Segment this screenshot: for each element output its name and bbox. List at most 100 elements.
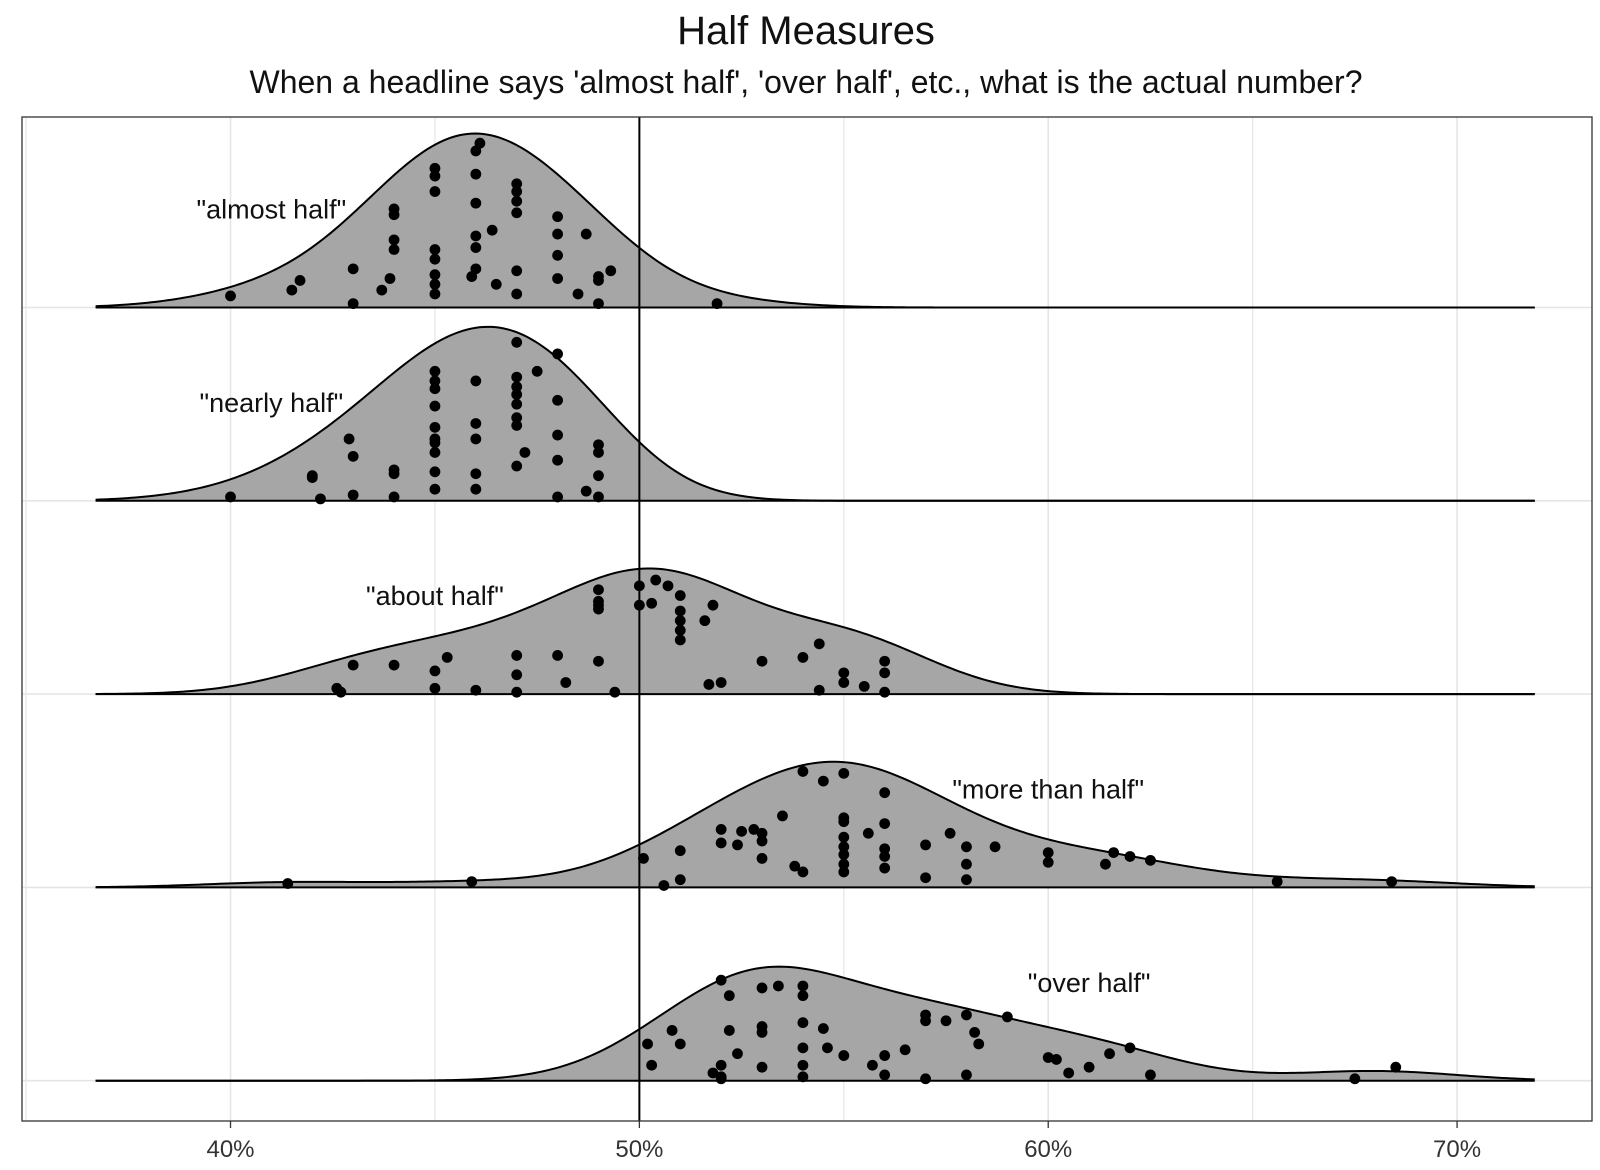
data-point <box>879 787 891 799</box>
data-point <box>944 827 956 839</box>
data-point <box>723 990 735 1002</box>
data-point <box>674 590 686 601</box>
data-point <box>674 845 686 857</box>
data-point <box>879 862 891 874</box>
data-point <box>789 860 801 872</box>
data-point <box>715 1071 727 1083</box>
data-point <box>593 298 604 310</box>
data-point <box>470 483 482 495</box>
data-point <box>756 1021 768 1032</box>
data-point <box>715 677 727 688</box>
data-point <box>715 824 727 835</box>
data-point <box>470 230 482 242</box>
data-point <box>511 288 523 300</box>
data-point <box>429 682 441 694</box>
data-point <box>282 878 294 889</box>
data-point <box>1042 1052 1054 1063</box>
data-point <box>838 667 850 679</box>
data-point <box>294 275 306 286</box>
data-point <box>797 766 809 777</box>
data-point <box>470 418 482 429</box>
data-point <box>225 290 236 302</box>
data-point <box>593 655 604 667</box>
data-point <box>879 818 891 830</box>
data-point <box>723 1025 735 1036</box>
data-point <box>347 489 359 501</box>
data-point <box>441 651 453 663</box>
data-point <box>388 234 400 246</box>
data-point <box>429 437 441 449</box>
data-point <box>511 460 523 472</box>
data-point <box>838 858 850 870</box>
data-point <box>429 244 441 255</box>
data-point <box>858 680 870 692</box>
data-point <box>572 288 584 300</box>
data-point <box>756 1061 768 1073</box>
data-point <box>736 825 747 837</box>
data-point <box>1108 847 1120 859</box>
data-point <box>715 974 727 986</box>
x-tick-label: 60% <box>1024 1136 1072 1163</box>
data-point <box>666 1025 678 1036</box>
x-tick-label: 40% <box>206 1136 254 1163</box>
data-point <box>470 468 482 480</box>
data-point <box>306 470 318 482</box>
data-point <box>531 365 543 377</box>
data-point <box>940 1015 952 1027</box>
data-point <box>429 375 441 387</box>
data-point <box>838 767 850 779</box>
data-point <box>961 1069 972 1081</box>
data-point <box>1051 1054 1062 1065</box>
data-point <box>429 466 441 478</box>
data-point <box>920 1009 931 1021</box>
data-point <box>822 1042 833 1054</box>
data-point <box>920 1073 931 1085</box>
data-point <box>748 824 760 835</box>
ridge-series: "about half" <box>95 567 1535 698</box>
data-point <box>429 665 441 677</box>
data-point <box>552 348 563 360</box>
data-point <box>797 980 809 992</box>
data-point <box>879 1050 891 1061</box>
series-label: "nearly half" <box>200 388 344 418</box>
data-point <box>732 1048 743 1060</box>
data-point <box>552 394 563 406</box>
data-point <box>315 493 326 505</box>
data-point <box>699 615 711 627</box>
chart-subtitle: When a headline says 'almost half', 'ove… <box>249 64 1362 100</box>
data-point <box>593 470 604 482</box>
density-fill <box>95 966 1535 1081</box>
data-point <box>1104 1048 1115 1060</box>
data-point <box>429 288 441 300</box>
data-point <box>879 686 891 698</box>
data-point <box>838 849 850 860</box>
data-point <box>674 1038 686 1050</box>
data-point <box>838 1050 850 1061</box>
data-point <box>429 447 441 458</box>
data-point <box>1145 854 1156 866</box>
data-point <box>674 624 686 636</box>
data-point <box>511 650 523 661</box>
data-point <box>486 224 498 236</box>
data-point <box>605 265 617 277</box>
data-point <box>286 284 298 296</box>
data-point <box>511 669 523 681</box>
data-point <box>797 866 809 878</box>
data-point <box>552 454 563 466</box>
data-point <box>470 263 482 275</box>
data-point <box>777 810 788 822</box>
data-point <box>552 249 563 261</box>
data-point <box>388 659 400 671</box>
data-point <box>470 242 482 253</box>
data-point <box>470 684 482 696</box>
data-point <box>797 1059 809 1071</box>
data-point <box>511 265 523 277</box>
data-point <box>388 203 400 215</box>
ridge-series: "over half" <box>95 965 1535 1085</box>
data-point <box>511 420 523 431</box>
data-point <box>838 841 850 853</box>
data-point <box>973 1038 985 1050</box>
data-point <box>429 269 441 281</box>
data-point <box>813 638 825 650</box>
series-label: "almost half" <box>197 195 347 225</box>
